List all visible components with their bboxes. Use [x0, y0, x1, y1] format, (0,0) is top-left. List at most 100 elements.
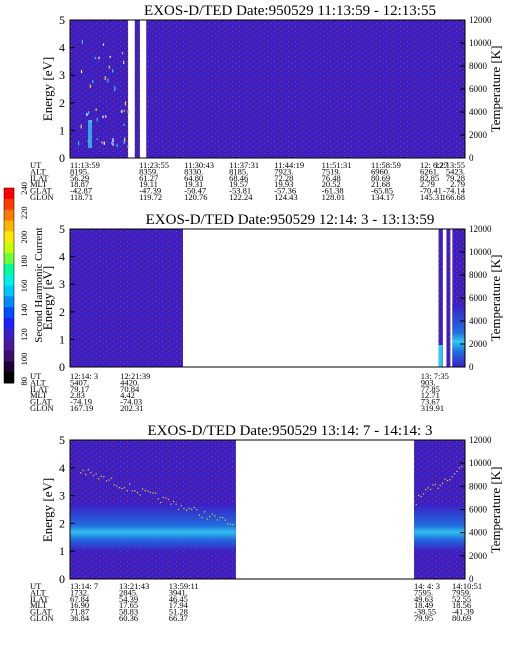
- temperature-trace-point: [219, 516, 221, 519]
- spectral-streak: [123, 139, 125, 145]
- temperature-trace-point: [209, 515, 211, 518]
- energy-tick-label: 1: [59, 332, 65, 346]
- ephemeris-value: 14:10:51: [452, 581, 482, 591]
- ephemeris-value: -50.47: [184, 186, 206, 196]
- ephemeris-value: 2.83: [70, 390, 85, 400]
- temperature-tick-label: 2000: [469, 130, 488, 140]
- ephemeris-value: 76.48: [322, 173, 341, 183]
- colorbar-cell: [4, 188, 14, 200]
- spectral-streak: [86, 112, 88, 117]
- spectral-streak: [89, 84, 91, 88]
- ephemeris-value: 7595.: [414, 587, 433, 597]
- colorbar-label: Second Harmonic Current: [33, 227, 45, 342]
- energy-tick-label: 3: [59, 489, 65, 503]
- temperature-trace-point: [136, 491, 139, 494]
- panel-2-ephemeris: UT 12:14: 3 12:21:39 13: 7:35 ALT 5407. 4420. 9…: [30, 371, 449, 413]
- spectral-streak: [107, 78, 109, 83]
- ephemeris-value: 118.71: [70, 192, 93, 202]
- ephemeris-row-label: ALT: [30, 166, 47, 176]
- ephemeris-row-label: GLAT: [30, 186, 53, 196]
- ephemeris-value: 11:51:31: [322, 160, 352, 170]
- ephemeris-value: 71.87: [70, 607, 89, 617]
- ephemeris-value: 19.31: [184, 179, 203, 189]
- ephemeris-value: 128.01: [322, 192, 345, 202]
- temperature-tick-label: 2000: [469, 551, 488, 561]
- spectral-streak: [111, 141, 113, 145]
- temperature-trace-point: [456, 470, 458, 473]
- temperature-trace-point: [193, 506, 195, 509]
- panel-1-data-gaps: [128, 20, 147, 158]
- colorbar-cell: [4, 318, 14, 330]
- ephemeris-value: 68.46: [229, 173, 248, 183]
- ephemeris-value: -61.38: [322, 186, 344, 196]
- ephemeris-value: 66.37: [169, 613, 188, 623]
- ephemeris-value: 11:13:59: [70, 160, 100, 170]
- colorbar-cell: [4, 361, 14, 373]
- colorbar-tick-label: 180: [19, 255, 29, 268]
- temperature-trace-point: [439, 484, 441, 486]
- ephemeris-value: 13:14: 7: [70, 581, 98, 591]
- temperature-tick-label: 4000: [469, 107, 488, 117]
- ephemeris-value: 21.68: [371, 179, 390, 189]
- ephemeris-row-label: ILAT: [30, 384, 49, 394]
- ephemeris-value: 51.28: [169, 607, 188, 617]
- temperature-trace-point: [80, 472, 82, 474]
- spectral-streak: [123, 60, 125, 64]
- ephemeris-value: 167.19: [70, 403, 93, 413]
- temperature-trace-point: [183, 508, 185, 510]
- ephemeris-value: 120.76: [184, 192, 207, 202]
- ephemeris-value: 13: 7:35: [421, 371, 449, 381]
- colorbar: 240 220 200 180 160 140 120 100 80 Second Harmon…: [3, 182, 45, 386]
- ephemeris-row-label: GLAT: [30, 397, 53, 407]
- temperature-trace-point: [425, 489, 427, 491]
- thermal-band: [452, 304, 465, 367]
- panel-2-temperature-label: Temperature [K]: [488, 255, 503, 342]
- ephemeris-value: 12:13:55: [435, 160, 465, 170]
- colorbar-cell: [4, 231, 14, 243]
- ephemeris-value: 16.90: [70, 600, 89, 610]
- ephemeris-value: 8330.: [184, 166, 203, 176]
- ephemeris-value: 319.91: [421, 403, 444, 413]
- ephemeris-value: 6960.: [371, 166, 390, 176]
- ephemeris-value: -42.87: [70, 186, 92, 196]
- ephemeris-value: 70.84: [120, 384, 140, 394]
- ephemeris-value: -65.85: [371, 186, 393, 196]
- temperature-trace-point: [454, 473, 456, 475]
- ephemeris-value: 60.36: [119, 613, 138, 623]
- panel-2-data-spans: [70, 229, 465, 367]
- temperature-trace-point: [123, 487, 126, 489]
- spectral-streak: [124, 137, 126, 142]
- colorbar-cell: [4, 307, 14, 319]
- temperature-trace-point: [162, 496, 164, 499]
- temperature-trace-point: [111, 477, 113, 479]
- temperature-trace-point: [154, 492, 157, 494]
- ephemeris-value: -70.41: [420, 186, 442, 196]
- spectral-streak: [121, 109, 123, 113]
- temperature-trace-point: [185, 509, 188, 511]
- temperature-tick-label: 6000: [469, 505, 488, 515]
- ephemeris-value: 11:23:55: [139, 160, 169, 170]
- ephemeris-row-label: GLAT: [30, 607, 53, 617]
- temperature-trace-point: [420, 495, 422, 498]
- temperature-trace-point: [434, 483, 437, 486]
- spectral-streak: [111, 69, 114, 73]
- colorbar-gradient: [4, 188, 14, 384]
- temperature-trace-point: [149, 491, 151, 493]
- temperature-tick-label: 2000: [469, 339, 488, 349]
- temperature-trace-point: [126, 490, 128, 492]
- colorbar-cell: [4, 263, 14, 276]
- spectral-streak: [108, 65, 110, 69]
- panel-3-title: EXOS-D/TED Date:950529 13:14: 7 - 14:14:…: [148, 423, 433, 439]
- temperature-trace-point: [446, 480, 449, 482]
- ephemeris-value: 903.: [421, 377, 436, 387]
- ephemeris-value: 2.79: [420, 179, 435, 189]
- ephemeris-value: -74.19: [70, 397, 92, 407]
- ephemeris-value: 77.85: [421, 384, 440, 394]
- panel-3: EXOS-D/TED Date:950529 13:14: 7 - 14:14:…: [30, 423, 503, 623]
- ephemeris-value: 79.17: [70, 384, 89, 394]
- colorbar-tick-label: 220: [19, 206, 29, 219]
- panel-3-energy-label: Energy [eV]: [40, 478, 55, 542]
- energy-tick-label: 2: [59, 96, 65, 110]
- ephemeris-value: 8359.: [139, 166, 158, 176]
- colorbar-cell: [4, 209, 14, 221]
